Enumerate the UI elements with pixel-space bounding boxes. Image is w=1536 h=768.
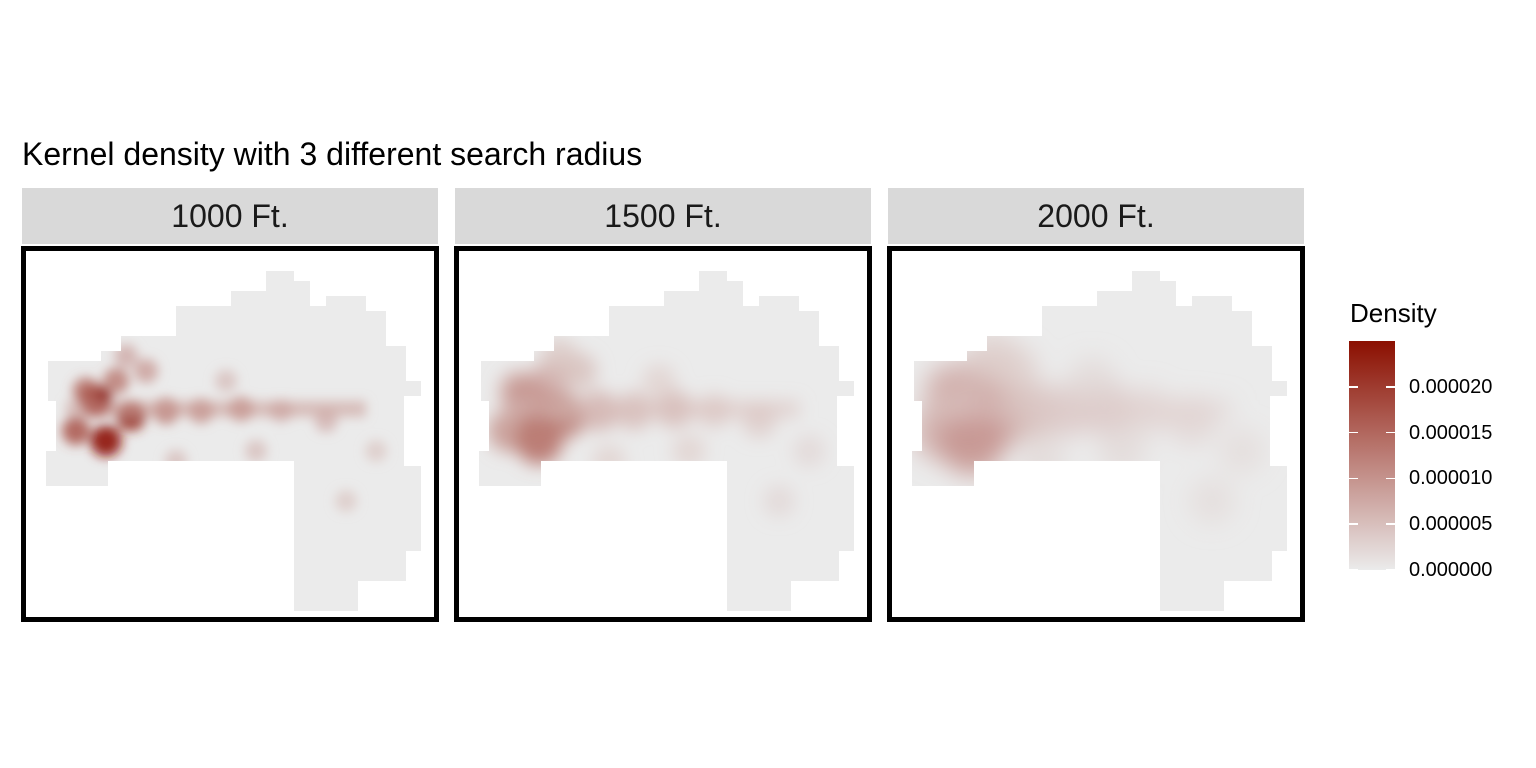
density-hotspot bbox=[1218, 427, 1266, 475]
density-hotspot bbox=[335, 490, 357, 512]
facet-label-1000: 1000 Ft. bbox=[171, 197, 289, 234]
study-area bbox=[46, 271, 421, 611]
density-hotspot bbox=[762, 484, 796, 518]
facet-panel-1000 bbox=[21, 246, 439, 622]
legend-tick-label: 0.000005 bbox=[1409, 513, 1493, 536]
density-hotspot bbox=[592, 444, 626, 478]
facet-label-2000: 2000 Ft. bbox=[1037, 197, 1155, 234]
density-map-2000 bbox=[912, 271, 1287, 611]
density-hotspot bbox=[102, 367, 130, 395]
density-hotspot bbox=[214, 369, 238, 393]
legend-tick-mark bbox=[1349, 386, 1358, 388]
legend-tick-mark bbox=[1349, 477, 1358, 480]
density-hotspot bbox=[672, 434, 706, 468]
legend-tick-label: 0.000000 bbox=[1409, 559, 1493, 581]
legend-tick-mark bbox=[1349, 523, 1358, 525]
legend-tick-mark bbox=[1386, 431, 1395, 434]
legend-tick-mark bbox=[1386, 386, 1395, 388]
density-hotspot bbox=[1068, 357, 1116, 405]
density-hotspot bbox=[72, 377, 100, 405]
density-hotspot bbox=[133, 358, 159, 384]
legend-tick-mark bbox=[1386, 569, 1395, 571]
density-hotspot bbox=[164, 449, 188, 473]
facet-label-1500: 1500 Ft. bbox=[604, 197, 722, 234]
density-hotspot bbox=[1098, 427, 1146, 475]
density-hotspot bbox=[966, 330, 1018, 382]
density-hotspot bbox=[792, 434, 826, 468]
facet-strip-2000: 2000 Ft. bbox=[888, 188, 1304, 244]
density-corridor bbox=[932, 401, 1232, 417]
density-hotspot bbox=[642, 364, 676, 398]
legend-tick-label: 0.000010 bbox=[1409, 467, 1493, 490]
facet-panel-2000 bbox=[887, 246, 1305, 622]
density-hotspot bbox=[61, 416, 91, 446]
density-hotspot bbox=[541, 338, 577, 374]
legend-colorbar bbox=[1349, 341, 1395, 570]
density-hotspot bbox=[938, 407, 1006, 475]
density-hotspot bbox=[114, 344, 138, 368]
facet-strip-1000: 1000 Ft. bbox=[22, 188, 438, 244]
density-hotspot bbox=[1188, 477, 1236, 525]
legend-tick-mark bbox=[1349, 569, 1358, 571]
density-hotspot bbox=[1018, 437, 1066, 485]
facet-strip-1500: 1500 Ft. bbox=[455, 188, 871, 244]
density-map-1000 bbox=[46, 271, 421, 611]
legend-tick-label: 0.000020 bbox=[1409, 375, 1493, 398]
legend-tick-mark bbox=[1349, 431, 1358, 434]
density-hotspot bbox=[90, 425, 122, 457]
legend-tick-label: 0.000015 bbox=[1409, 421, 1493, 444]
chart-title: Kernel density with 3 different search r… bbox=[22, 136, 643, 172]
density-map-1500 bbox=[479, 271, 854, 611]
density-hotspot bbox=[515, 417, 563, 465]
legend-tick-mark bbox=[1386, 477, 1395, 480]
facet-panel-1500 bbox=[454, 246, 872, 622]
density-corridor bbox=[66, 401, 366, 417]
density-hotspot bbox=[244, 439, 268, 463]
legend-tick-mark bbox=[1386, 523, 1395, 525]
legend-title: Density bbox=[1350, 298, 1437, 328]
density-corridor bbox=[499, 401, 799, 417]
density-hotspot bbox=[365, 440, 387, 462]
